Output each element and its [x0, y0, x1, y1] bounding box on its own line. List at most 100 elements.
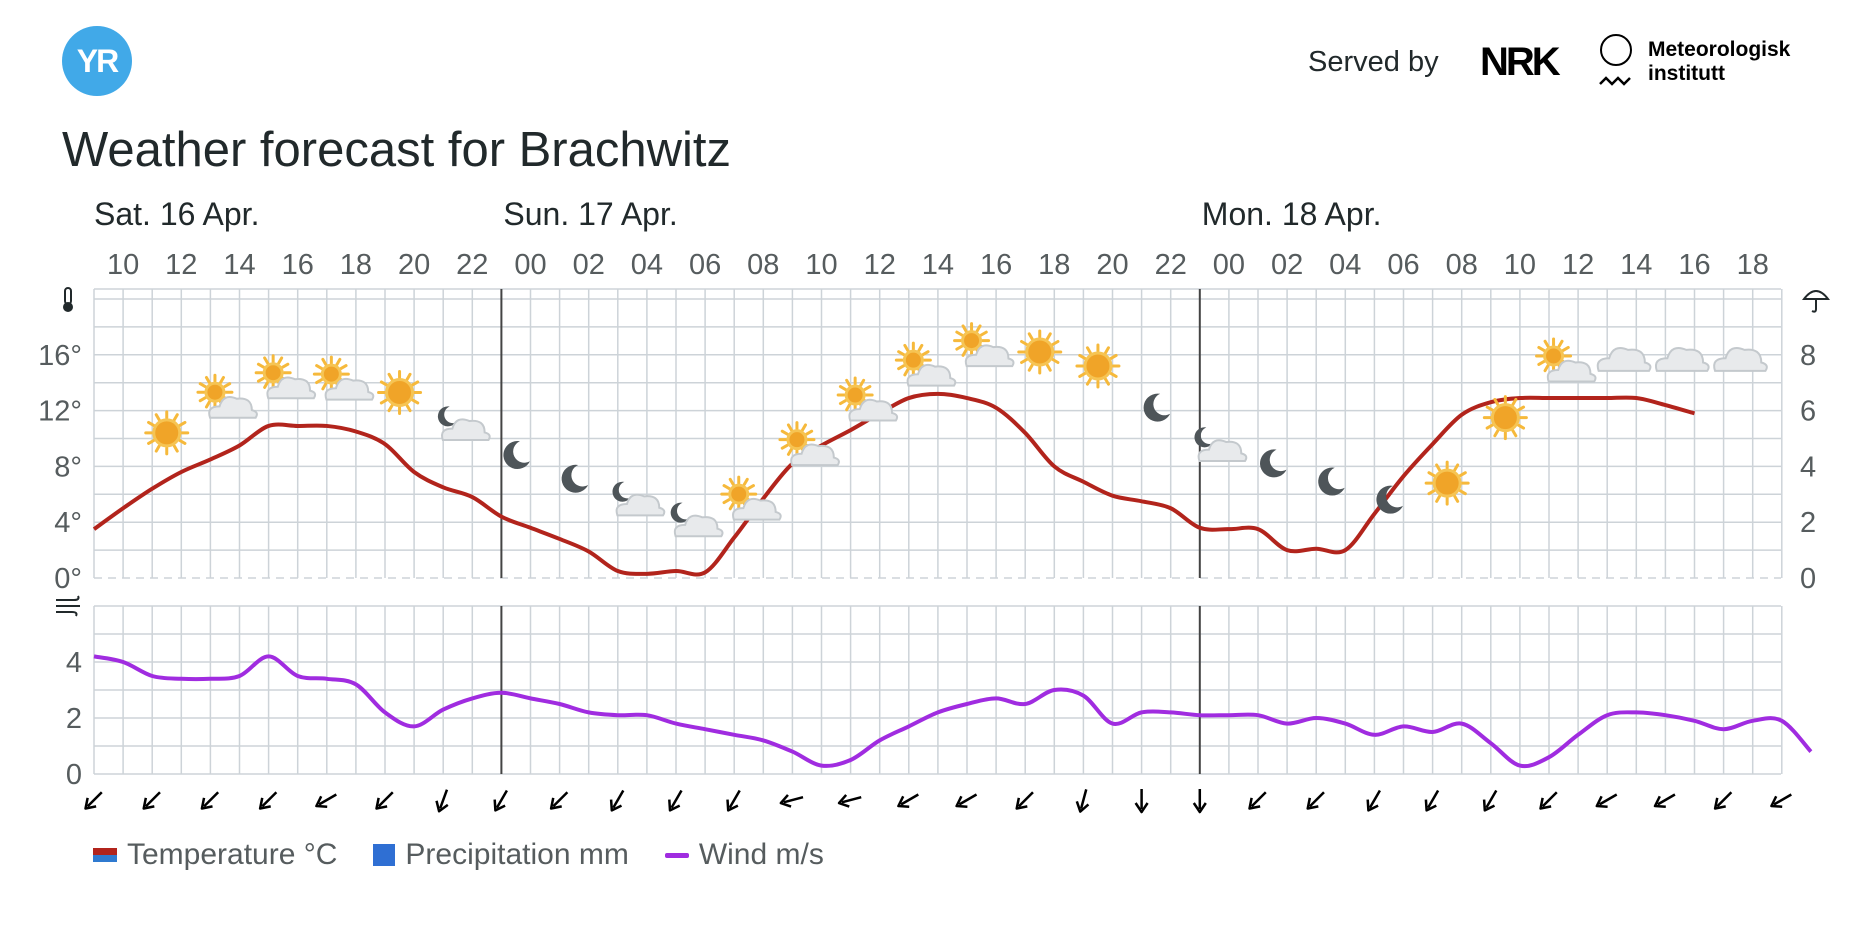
- sun-ray: [955, 330, 964, 337]
- arrow-head: [200, 797, 213, 810]
- wind-direction-arrow: [375, 791, 394, 810]
- moon-shape: [1318, 467, 1345, 496]
- arrow-shaft: [377, 791, 394, 808]
- sun-ray: [1051, 340, 1060, 347]
- sun-ray: [975, 324, 982, 333]
- met-logo-line1: Meteorologisk: [1648, 38, 1791, 61]
- nrk-logo[interactable]: NRK: [1480, 40, 1561, 84]
- wind-grid: [93, 605, 1783, 775]
- sun-ray: [1453, 494, 1460, 503]
- moon-shape: [561, 464, 589, 493]
- sun-ray: [379, 380, 389, 387]
- sun-ray: [1458, 489, 1467, 496]
- sun-ray: [1458, 471, 1467, 478]
- sun-disc: [786, 429, 808, 451]
- thermometer-bulb: [63, 302, 73, 312]
- sun-ray: [379, 398, 389, 405]
- arrow-shaft: [144, 791, 161, 808]
- hour-tick-label: 20: [398, 249, 430, 281]
- sun-ray: [405, 372, 412, 381]
- sun-ray: [903, 343, 910, 353]
- legend-precipitation[interactable]: Precipitation mm: [373, 838, 629, 872]
- sun-ray: [405, 403, 412, 413]
- wind-direction-arrow: [493, 789, 508, 812]
- sun-ray: [1516, 423, 1526, 430]
- legend-temperature[interactable]: Temperature °C: [93, 838, 337, 872]
- sun-ray: [1453, 463, 1460, 472]
- arrow-shaft: [86, 791, 103, 808]
- day-label: Mon. 18 Apr.: [1202, 196, 1382, 232]
- wind-direction-arrow: [1134, 789, 1149, 814]
- sun-ray: [722, 498, 731, 505]
- sun-ray: [961, 324, 968, 333]
- thermometer-stem: [64, 287, 72, 305]
- wind-direction-arrow: [955, 793, 978, 808]
- wind-axis-tick: 4: [66, 647, 82, 679]
- wind-line: [93, 654, 1813, 769]
- sun-ray: [845, 403, 852, 412]
- hour-tick-label: 22: [456, 249, 488, 281]
- met-logo-line2: institutt: [1648, 62, 1725, 85]
- cloud-shape: [1546, 359, 1597, 383]
- sun-ray: [315, 378, 324, 385]
- sun-disc: [728, 483, 750, 505]
- sun-ray: [263, 356, 270, 365]
- sun-ray: [728, 502, 735, 511]
- hour-tick-label: 04: [1329, 249, 1361, 281]
- sun-ray: [1027, 363, 1034, 372]
- cloudy-icon: [1713, 347, 1768, 372]
- sun-ray: [728, 477, 735, 487]
- cloud-shape: [906, 363, 957, 387]
- moon-icon: [1143, 393, 1171, 422]
- sun-ray: [1516, 405, 1526, 412]
- sun-ray: [800, 423, 807, 432]
- sun-ray: [172, 444, 179, 453]
- partly-cloudy-night-icon: [1194, 427, 1248, 462]
- met-logo-text[interactable]: Meteorologisk institutt: [1648, 38, 1790, 86]
- hour-tick-label: 14: [1620, 249, 1652, 281]
- sun-icon: [1017, 329, 1063, 375]
- wind-icon: [56, 595, 80, 617]
- sun-disc: [844, 384, 866, 406]
- arrow-shaft: [438, 789, 449, 809]
- hour-tick-label: 16: [282, 249, 314, 281]
- served-by-label: Served by: [1308, 46, 1439, 78]
- sun-ray: [204, 400, 211, 409]
- sun-ray: [1045, 332, 1052, 341]
- wind-direction-arrow: [897, 793, 919, 808]
- arrow-head: [1595, 795, 1608, 808]
- temperature-axis-tick: 8°: [54, 451, 82, 483]
- day-label: Sun. 17 Apr.: [503, 196, 677, 232]
- sun-ray: [804, 429, 814, 436]
- wind-direction-arrow: [549, 791, 569, 810]
- cloud-shape: [848, 398, 899, 422]
- arrow-shaft: [900, 793, 919, 806]
- moon-icon: [503, 441, 530, 470]
- umbrella-icon: [1801, 290, 1831, 313]
- sun-ray: [1103, 346, 1110, 355]
- sun-ray: [1427, 471, 1436, 478]
- moon-shape: [1376, 485, 1403, 514]
- partly-cloudy-day-icon: [894, 341, 957, 387]
- arrow-head: [1653, 795, 1666, 808]
- sun-ray: [979, 330, 988, 337]
- sun-ray: [411, 398, 420, 405]
- arrow-head: [837, 794, 850, 808]
- wind-direction-arrow: [84, 791, 103, 810]
- wind-direction-arrow: [1306, 791, 1325, 810]
- yr-logo[interactable]: YR: [62, 26, 132, 96]
- sun-disc: [961, 330, 983, 352]
- wind-direction-arrow: [726, 789, 741, 812]
- legend-temperature-label: Temperature °C: [127, 838, 338, 871]
- arrow-head: [1539, 797, 1552, 810]
- sun-disc: [385, 377, 415, 407]
- sun-ray: [897, 350, 906, 357]
- sun-ray: [859, 378, 866, 387]
- wind-direction-arrow: [1482, 789, 1498, 812]
- sun-ray: [218, 376, 225, 385]
- hour-tick-label: 16: [1678, 249, 1710, 281]
- cloud-shape: [964, 344, 1015, 368]
- arrow-head: [609, 799, 623, 812]
- sun-disc: [1543, 345, 1565, 367]
- legend-wind[interactable]: Wind m/s: [664, 838, 824, 872]
